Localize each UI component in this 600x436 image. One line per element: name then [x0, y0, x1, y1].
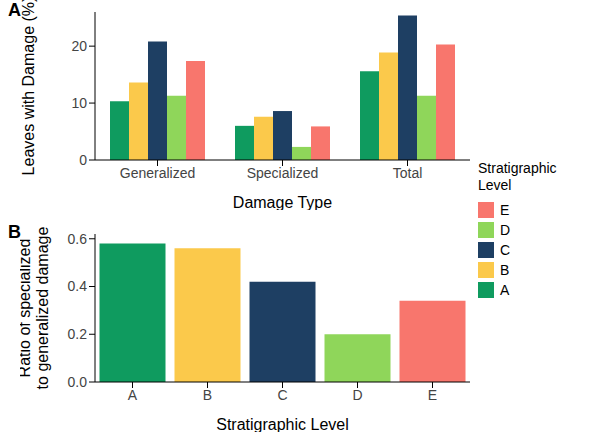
svg-text:E: E [428, 387, 437, 403]
svg-text:Damage Type: Damage Type [233, 194, 332, 210]
svg-text:0.0: 0.0 [68, 374, 88, 390]
svg-text:Specialized: Specialized [247, 165, 319, 181]
svg-text:0.2: 0.2 [68, 326, 88, 342]
svg-text:Total: Total [393, 165, 423, 181]
svg-text:B: B [203, 387, 212, 403]
html-text:Stratigraphic Level: Stratigraphic Level [478, 160, 557, 193]
svg-text:Ratio of specializedto general: Ratio of specializedto generalized damag… [20, 227, 51, 390]
svg-text:0: 0 [79, 152, 87, 168]
html-text:E: E [500, 202, 510, 218]
svg-text:Generalized: Generalized [120, 165, 196, 181]
html-text:B: B [500, 262, 510, 278]
svg-text:0.4: 0.4 [68, 278, 88, 294]
html-text:D: D [500, 222, 511, 238]
html-text:A: A [8, 0, 21, 20]
svg-text:0.6: 0.6 [68, 231, 88, 247]
html-text:A: A [500, 282, 510, 298]
svg-text:10: 10 [71, 95, 87, 111]
html-text:C: C [500, 242, 511, 258]
svg-text:Leaves with Damage (%): Leaves with Damage (%) [20, 0, 37, 175]
html-text:B: B [8, 222, 21, 242]
svg-text:C: C [277, 387, 287, 403]
svg-text:20: 20 [71, 38, 87, 54]
svg-text:A: A [128, 387, 138, 403]
svg-text:Stratigraphic Level: Stratigraphic Level [216, 416, 349, 432]
svg-text:D: D [352, 387, 362, 403]
